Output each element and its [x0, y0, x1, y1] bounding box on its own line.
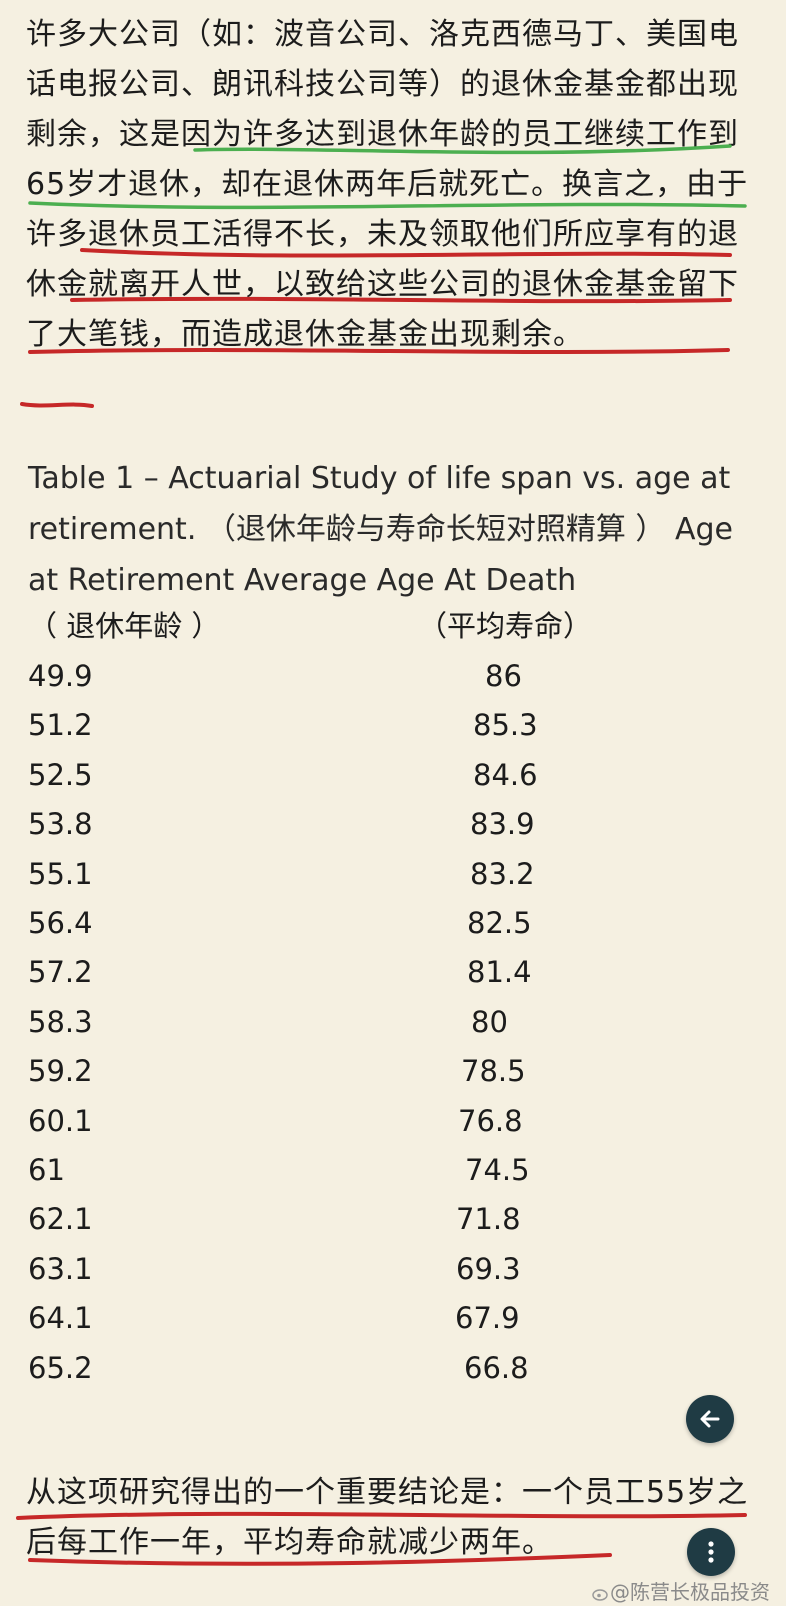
red-underline-4 [20, 402, 94, 408]
retirement-age-cell: 64.1 [28, 1301, 93, 1336]
more-vertical-icon [708, 1541, 714, 1563]
table-row: 53.8 83.9 [0, 799, 786, 849]
death-age-cell: 84.6 [473, 757, 538, 792]
death-age-cell: 78.5 [461, 1054, 526, 1089]
arrow-left-icon [700, 1410, 720, 1428]
watermark-text: @陈营长极品投资 [610, 1580, 770, 1604]
retirement-age-cell: 57.2 [28, 955, 93, 990]
table-row: 62.1 71.8 [0, 1194, 786, 1244]
table-row: 55.1 83.2 [0, 849, 786, 899]
death-age-cell: 83.2 [470, 856, 535, 891]
retirement-age-cell: 62.1 [28, 1202, 93, 1237]
death-age-cell: 82.5 [467, 906, 532, 940]
table-row: 49.9 86 [0, 651, 786, 701]
death-age-cell: 81.4 [467, 955, 532, 990]
table-row: 59.2 78.5 [0, 1046, 786, 1096]
col2-cn-header: （平均寿命） [418, 609, 593, 643]
death-age-cell: 86 [485, 659, 522, 693]
watermark: @陈营长极品投资 [592, 1576, 770, 1605]
more-options-button[interactable] [687, 1528, 735, 1576]
table-row: 58.3 80 [0, 997, 786, 1047]
death-age-cell: 83.9 [470, 807, 535, 842]
back-button[interactable] [686, 1395, 734, 1443]
col1-cn-header: （ 退休年龄 ） [28, 609, 221, 643]
table-row: 61 74.5 [0, 1145, 786, 1195]
death-age-cell: 71.8 [456, 1202, 521, 1237]
retirement-age-cell: 53.8 [28, 807, 93, 842]
table-row: 65.2 66.8 [0, 1343, 786, 1393]
death-age-cell: 85.3 [473, 708, 538, 743]
table-row: 51.2 85.3 [0, 700, 786, 750]
weibo-logo-icon [592, 1589, 608, 1601]
retirement-age-cell: 60.1 [28, 1103, 93, 1138]
retirement-age-cell: 49.9 [28, 659, 93, 693]
retirement-age-cell: 55.1 [28, 856, 93, 891]
death-age-cell: 76.8 [458, 1103, 523, 1138]
death-age-cell: 66.8 [464, 1350, 529, 1385]
death-age-cell: 69.3 [456, 1251, 521, 1286]
table-row: 52.5 84.6 [0, 750, 786, 800]
death-age-cell: 74.5 [465, 1153, 530, 1187]
retirement-age-cell: 52.5 [28, 757, 93, 792]
intro-paragraph: 许多大公司（如：波音公司、洛克西德马丁、美国电话电报公司、朗讯科技公司等）的退休… [26, 17, 749, 352]
table-row: 63.1 69.3 [0, 1244, 786, 1294]
table-row: 56.4 82.5 [0, 898, 786, 948]
retirement-age-cell: 51.2 [28, 708, 93, 743]
table-row: 64.1 67.9 [0, 1293, 786, 1343]
table-row: 57.2 81.4 [0, 947, 786, 997]
death-age-cell: 67.9 [455, 1301, 520, 1336]
table-row: 60.1 76.8 [0, 1096, 786, 1146]
retirement-age-cell: 58.3 [28, 1004, 93, 1039]
retirement-age-cell: 63.1 [28, 1251, 93, 1286]
table-caption: Table 1 – Actuarial Study of life span v… [28, 461, 733, 598]
retirement-age-cell: 56.4 [28, 906, 93, 940]
conclusion-paragraph: 从这项研究得出的一个重要结论是：一个员工55岁之后每工作一年，平均寿命就减少两年… [26, 1475, 749, 1560]
retirement-age-cell: 61 [28, 1153, 65, 1187]
death-age-cell: 80 [471, 1004, 508, 1039]
retirement-age-cell: 59.2 [28, 1054, 93, 1089]
retirement-age-cell: 65.2 [28, 1350, 93, 1385]
